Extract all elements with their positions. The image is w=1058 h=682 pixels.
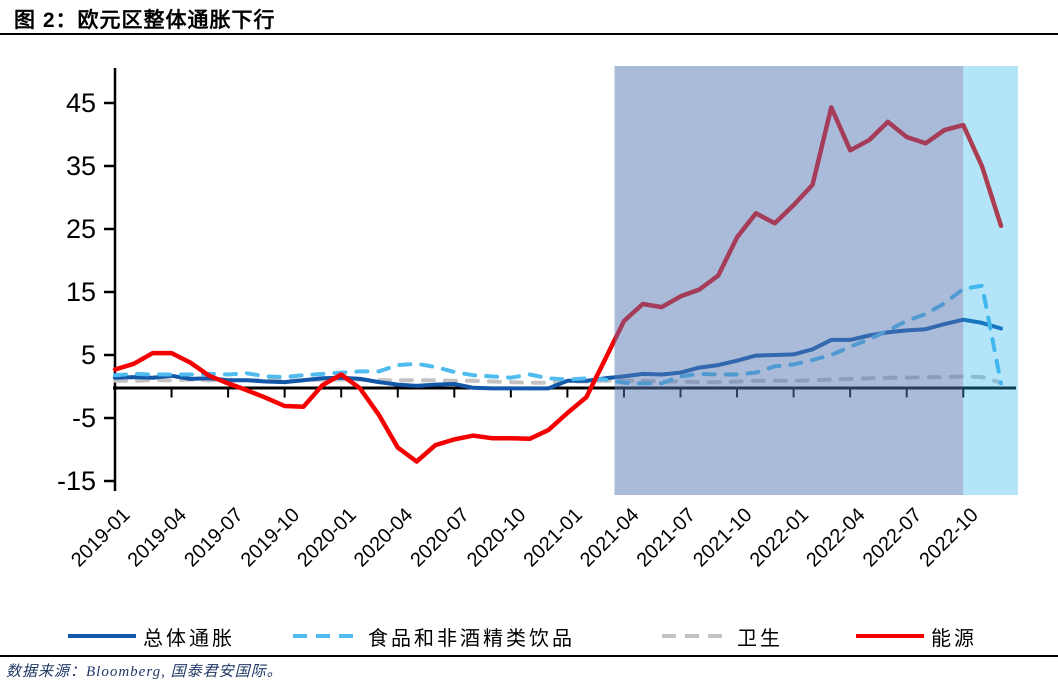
title-rule bbox=[0, 33, 1058, 35]
x-tick-label: 2020-01 bbox=[293, 504, 360, 571]
highlight-band-0 bbox=[614, 66, 964, 495]
legend-label: 食品和非酒精类饮品 bbox=[368, 627, 575, 650]
x-tick-label: 2022-10 bbox=[915, 504, 982, 571]
x-tick-label: 2020-10 bbox=[463, 504, 530, 571]
legend-item-energy: 能源 bbox=[856, 620, 977, 652]
x-tick-label: 2019-07 bbox=[180, 504, 247, 571]
legend-item-headline: 总体通胀 bbox=[68, 620, 235, 652]
x-tick-label: 2020-07 bbox=[406, 504, 473, 571]
x-tick-label: 2021-07 bbox=[633, 504, 700, 571]
x-tick-label: 2019-04 bbox=[124, 504, 191, 571]
y-tick-label: 15 bbox=[66, 277, 96, 307]
y-tick-label: 5 bbox=[81, 340, 96, 370]
legend-label: 卫生 bbox=[737, 627, 783, 650]
y-tick-label: 45 bbox=[66, 88, 96, 118]
legend-item-health: 卫生 bbox=[662, 620, 783, 652]
chart-legend: 总体通胀 食品和非酒精类饮品 卫生 能源 bbox=[0, 620, 1058, 654]
figure-title: 图 2：欧元区整体通胀下行 bbox=[14, 9, 276, 32]
health-line-swatch bbox=[662, 634, 730, 638]
y-tick-label: -15 bbox=[57, 466, 96, 496]
y-tick-label: 25 bbox=[66, 214, 96, 244]
x-tick-label: 2019-10 bbox=[237, 504, 304, 571]
headline-line-swatch bbox=[68, 634, 136, 638]
x-tick-label: 2022-04 bbox=[802, 504, 869, 571]
footer-rule bbox=[0, 655, 1058, 657]
x-tick-label: 2019-01 bbox=[67, 504, 134, 571]
legend-item-food: 食品和非酒精类饮品 bbox=[293, 620, 575, 652]
x-tick-label: 2021-10 bbox=[689, 504, 756, 571]
y-tick-label: 35 bbox=[66, 151, 96, 181]
x-tick-label: 2022-01 bbox=[746, 504, 813, 571]
food-line-swatch bbox=[293, 634, 361, 638]
inflation-line-chart: 45 35 25 15 5 -5 -15 2019-012019-042019-072019-… bbox=[57, 66, 1018, 571]
highlight-band-1 bbox=[963, 66, 1018, 495]
legend-label: 能源 bbox=[931, 627, 977, 650]
x-tick-label: 2020-04 bbox=[350, 504, 417, 571]
x-tick-label: 2022-07 bbox=[859, 504, 926, 571]
energy-line-swatch bbox=[856, 634, 924, 638]
y-tick-label: -5 bbox=[72, 403, 96, 433]
x-tick-label: 2021-04 bbox=[576, 504, 643, 571]
x-tick-label: 2021-01 bbox=[519, 504, 586, 571]
legend-label: 总体通胀 bbox=[143, 627, 235, 650]
source-note: 数据来源：Bloomberg, 国泰君安国际。 bbox=[6, 664, 283, 680]
